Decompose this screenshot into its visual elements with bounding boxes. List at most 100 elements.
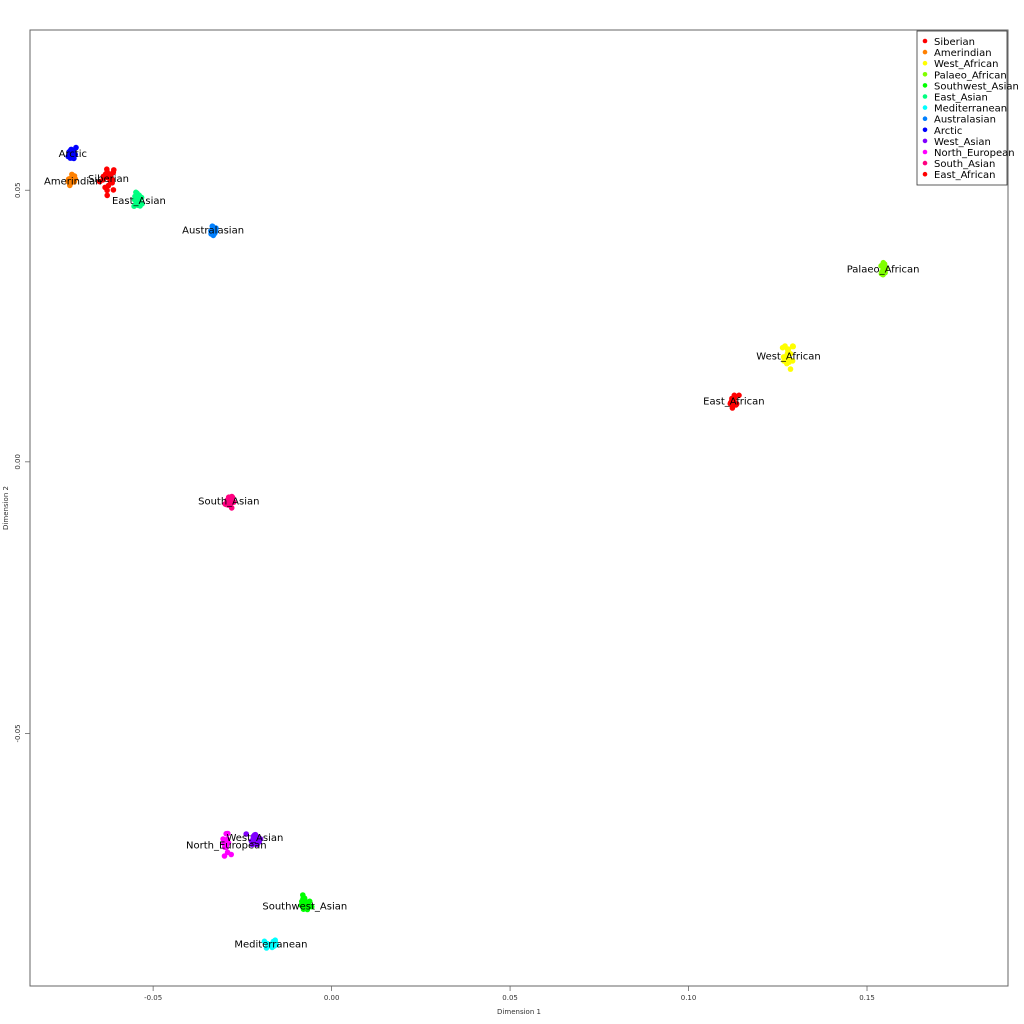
- legend-label: East_African: [934, 170, 995, 181]
- cluster-label-southwest-asian: Southwest_Asian: [262, 902, 347, 913]
- data-point: [269, 941, 275, 948]
- legend-item-mediterranean: Mediterranean: [922, 104, 1007, 115]
- y-axis-title: Dimension 2: [2, 486, 10, 530]
- series-southwest-asian: [298, 892, 315, 913]
- data-point: [136, 198, 143, 205]
- legend-marker: [922, 171, 928, 177]
- cluster-label-siberian: Siberian: [88, 174, 129, 185]
- data-point: [229, 493, 235, 500]
- y-axis: -0.05 0.00 0.05: [14, 182, 30, 742]
- legend-marker: [922, 60, 928, 66]
- legend-item-north-european: North_European: [922, 148, 1015, 159]
- series-west-african: [779, 343, 796, 372]
- plot-frame: [29, 29, 1009, 987]
- legend-marker: [922, 49, 928, 55]
- legend-marker: [922, 138, 928, 144]
- cluster-label-south-asian: South_Asian: [198, 496, 259, 507]
- legend-item-southwest-asian: Southwest_Asian: [922, 81, 1019, 92]
- legend-item-east-african: East_African: [922, 170, 995, 181]
- data-point: [787, 351, 794, 357]
- series-south-asian: [222, 493, 237, 511]
- y-tick-label: 0.05: [14, 182, 22, 198]
- legend-label: Australasian: [934, 115, 996, 126]
- legend-marker: [922, 83, 928, 88]
- data-point: [243, 831, 249, 837]
- data-point: [228, 505, 235, 511]
- cluster-label-amerindian: Amerindian: [44, 177, 102, 188]
- legend-item-siberian: Siberian: [922, 37, 975, 48]
- x-tick-label: 0.10: [681, 994, 697, 1002]
- legend-marker: [922, 160, 928, 166]
- data-point: [102, 171, 109, 177]
- legend-label: Southwest_Asian: [934, 81, 1019, 92]
- legend-label: Amerindian: [934, 48, 992, 59]
- y-tick-label: -0.05: [14, 724, 22, 742]
- data-point: [212, 226, 219, 233]
- data-point: [110, 169, 117, 176]
- series-north-european: [220, 830, 234, 859]
- data-point: [110, 187, 117, 193]
- legend-item-east-asian: East_Asian: [922, 93, 988, 104]
- legend-label: South_Asian: [934, 159, 995, 170]
- cluster-label-north-european: North_European: [186, 840, 267, 851]
- data-point: [788, 357, 794, 364]
- cluster-label-west-asian: West_Asian: [226, 833, 283, 844]
- series-australasian: [208, 223, 219, 239]
- legend-marker: [922, 149, 928, 155]
- data-point: [104, 192, 110, 199]
- data-point: [882, 269, 888, 276]
- cluster-label-west-african: West_African: [756, 351, 820, 362]
- x-tick-label: 0.05: [502, 994, 518, 1002]
- data-point: [256, 839, 263, 845]
- data-point: [73, 144, 79, 151]
- data-point: [300, 906, 307, 912]
- legend: SiberianAmerindianWest_AfricanPalaeo_Afr…: [916, 30, 1019, 186]
- data-point: [779, 344, 786, 351]
- data-point: [883, 265, 889, 271]
- cluster-label-east-african: East_African: [703, 397, 764, 408]
- data-point: [65, 178, 71, 185]
- legend-marker: [922, 127, 928, 133]
- points-layer: [65, 144, 889, 951]
- data-point: [878, 263, 885, 269]
- legend-label: North_European: [934, 148, 1015, 159]
- data-point: [264, 940, 270, 947]
- cluster-label-palaeo-african: Palaeo_African: [847, 265, 920, 276]
- legend-item-australasian: Australasian: [922, 115, 996, 126]
- legend-label: Siberian: [934, 37, 975, 48]
- data-point: [224, 849, 231, 856]
- x-axis-title: Dimension 1: [497, 1008, 541, 1016]
- series-siberian: [96, 166, 117, 199]
- data-point: [100, 177, 106, 183]
- legend-label: West_Asian: [934, 137, 991, 148]
- data-point: [104, 187, 110, 194]
- data-point: [132, 193, 138, 200]
- legend-item-south-asian: South_Asian: [922, 159, 995, 170]
- legend-box: [916, 30, 1008, 186]
- data-point: [220, 836, 226, 842]
- legend-marker: [922, 94, 928, 99]
- legend-marker: [922, 72, 928, 77]
- data-point: [784, 346, 791, 352]
- x-tick-label: 0.00: [324, 994, 340, 1002]
- legend-marker: [922, 105, 928, 110]
- series-west-asian: [243, 831, 264, 848]
- legend-label: Arctic: [934, 126, 962, 137]
- legend-label: West_African: [934, 59, 998, 70]
- data-point: [305, 904, 312, 910]
- data-point: [783, 353, 789, 360]
- data-point: [249, 841, 256, 848]
- legend-item-amerindian: Amerindian: [922, 48, 992, 59]
- data-point: [730, 395, 737, 402]
- legend-marker: [922, 38, 928, 44]
- cluster-label-east-asian: East_Asian: [112, 196, 166, 207]
- x-tick-label: 0.15: [859, 994, 875, 1002]
- data-point: [736, 392, 742, 399]
- data-point: [300, 900, 307, 906]
- cluster-label-arctic: Arctic: [59, 149, 87, 160]
- x-axis: -0.05 0.00 0.05 0.10 0.15: [144, 986, 875, 1002]
- data-point: [254, 834, 260, 840]
- data-point: [221, 853, 228, 859]
- cluster-label-australasian: Australasian: [182, 225, 244, 236]
